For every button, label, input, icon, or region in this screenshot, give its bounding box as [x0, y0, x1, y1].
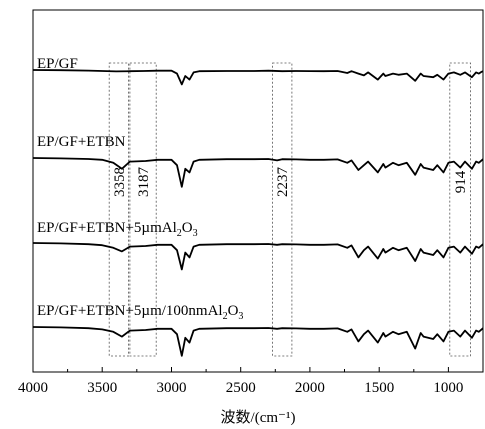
x-axis-label: 波数/(cm⁻¹)	[221, 409, 296, 426]
x-tick-label-3500: 3500	[87, 380, 117, 396]
annotation-label-3187: 3187	[136, 167, 152, 198]
x-tick-label-1500: 1500	[364, 380, 394, 396]
series-line-4	[32, 326, 484, 357]
x-tick-label-1000: 1000	[433, 380, 463, 396]
x-axis-ticks: 4000 3500 3000 2500 2000 1500 1000	[18, 367, 463, 396]
plot-frame	[32, 9, 484, 373]
annotation-box-3358	[108, 62, 129, 357]
annotation-box-3187	[129, 62, 157, 357]
annotation-box-914	[449, 62, 471, 357]
series-line-3	[32, 242, 484, 271]
annotation-label-2237: 2237	[275, 167, 291, 198]
annotation-boxes: 3358 3187 2237 914	[108, 62, 471, 357]
series-label-2: EP/GF+ETBN	[37, 134, 126, 150]
series-label-3: EP/GF+ETBN+5µmAl2O3	[37, 220, 198, 239]
spectra	[32, 69, 484, 357]
x-tick-label-2500: 2500	[226, 380, 256, 396]
series-line-2	[32, 157, 484, 188]
series-labels: EP/GF EP/GF+ETBN EP/GF+ETBN+5µmAl2O3 EP/GF+…	[37, 56, 243, 322]
series-line-1	[32, 69, 484, 86]
annotation-label-914: 914	[453, 170, 469, 193]
x-tick-label-4000: 4000	[18, 380, 48, 396]
annotation-box-2237	[272, 62, 293, 357]
series-label-4: EP/GF+ETBN+5µm/100nmAl2O3	[37, 303, 243, 322]
x-tick-label-3000: 3000	[157, 380, 187, 396]
x-tick-label-2000: 2000	[295, 380, 325, 396]
series-label-1: EP/GF	[37, 56, 78, 72]
annotation-label-3358: 3358	[112, 167, 128, 197]
